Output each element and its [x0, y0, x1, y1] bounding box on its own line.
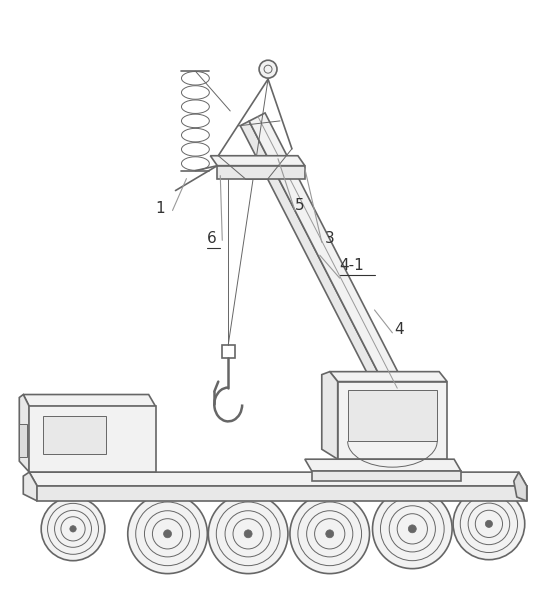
Text: 5: 5: [295, 198, 305, 213]
Polygon shape: [305, 459, 461, 471]
Polygon shape: [217, 166, 305, 179]
Polygon shape: [29, 472, 527, 486]
Polygon shape: [43, 416, 106, 454]
Polygon shape: [322, 371, 338, 459]
Text: 1: 1: [156, 201, 165, 216]
Polygon shape: [330, 371, 447, 382]
Polygon shape: [23, 395, 156, 406]
Circle shape: [485, 520, 492, 527]
Polygon shape: [19, 395, 29, 472]
Polygon shape: [210, 156, 305, 166]
Text: 3: 3: [325, 231, 335, 246]
Polygon shape: [348, 389, 437, 441]
Circle shape: [326, 530, 334, 538]
Polygon shape: [37, 486, 527, 501]
Circle shape: [244, 530, 252, 538]
Circle shape: [163, 530, 172, 538]
Circle shape: [41, 497, 105, 560]
Circle shape: [70, 526, 76, 532]
Polygon shape: [312, 471, 461, 481]
Polygon shape: [19, 424, 27, 457]
Polygon shape: [29, 406, 156, 472]
Polygon shape: [240, 121, 389, 397]
Circle shape: [373, 489, 452, 569]
Polygon shape: [338, 382, 447, 459]
Polygon shape: [23, 472, 37, 501]
Circle shape: [208, 494, 288, 574]
Circle shape: [408, 525, 416, 533]
Polygon shape: [249, 113, 405, 393]
Circle shape: [290, 494, 369, 574]
Text: 6: 6: [208, 231, 217, 246]
Text: 4-1: 4-1: [339, 257, 364, 272]
Circle shape: [453, 488, 525, 560]
Circle shape: [259, 60, 277, 78]
Circle shape: [128, 494, 208, 574]
Polygon shape: [514, 472, 527, 501]
Text: 4: 4: [394, 322, 404, 337]
